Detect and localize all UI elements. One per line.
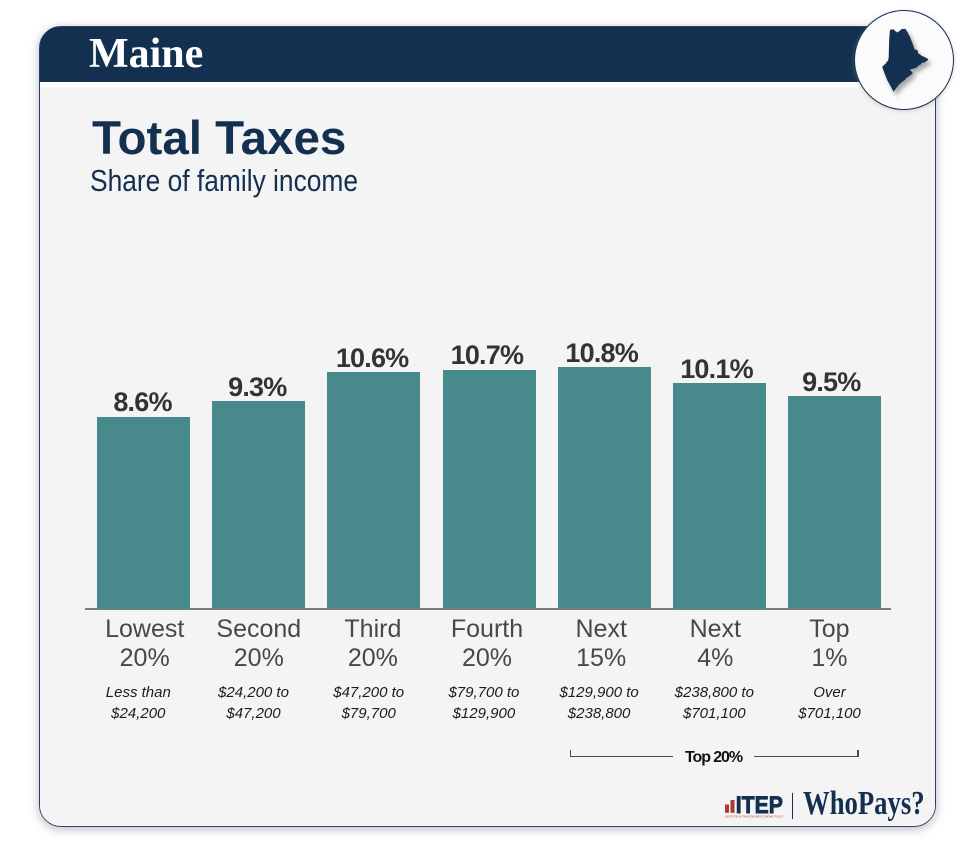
svg-text:ITEP: ITEP — [736, 793, 783, 819]
svg-text:INSTITUTE ON TAXATION AND ECON: INSTITUTE ON TAXATION AND ECONOMIC POLIC… — [725, 814, 784, 818]
